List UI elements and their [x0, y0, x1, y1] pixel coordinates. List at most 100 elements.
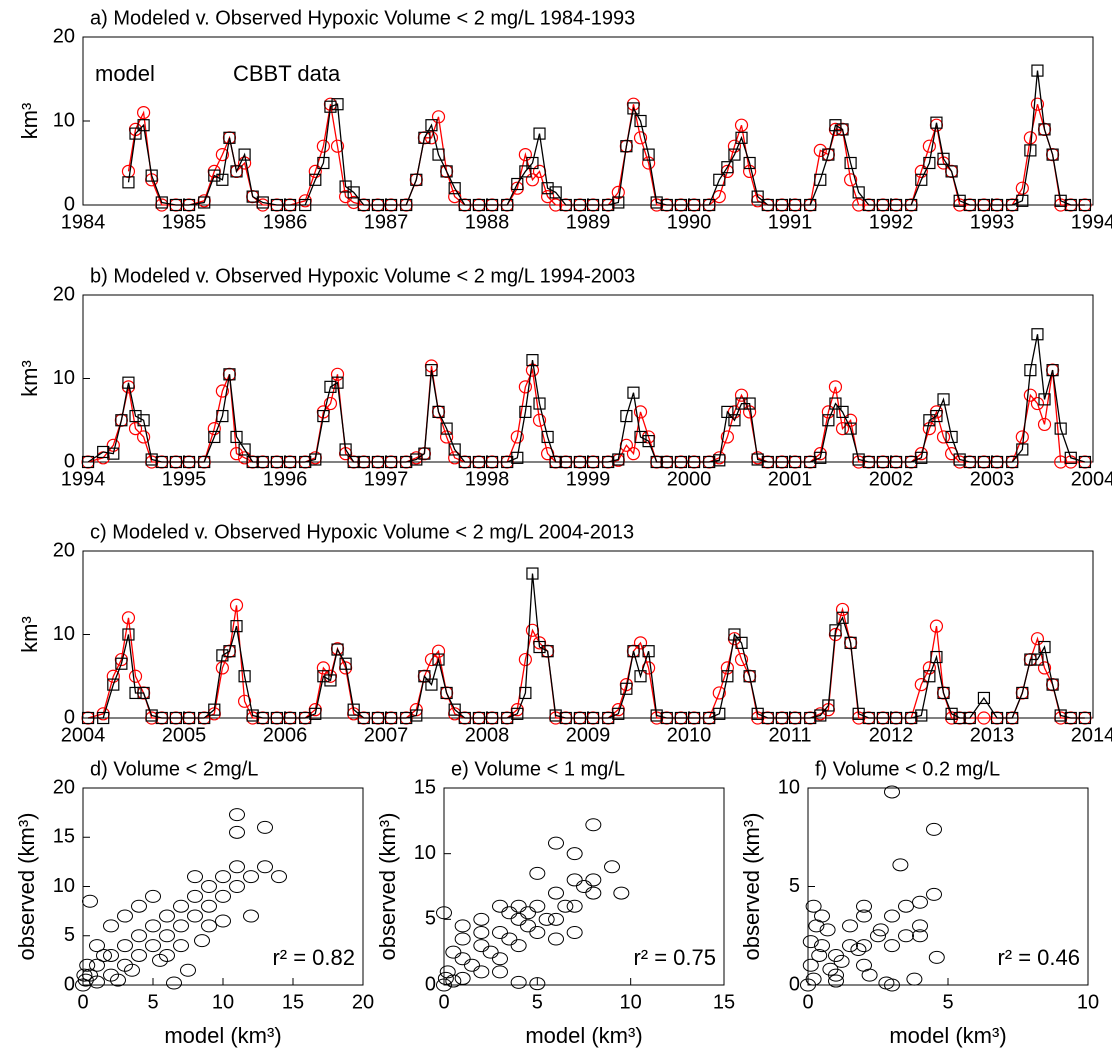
circle-marker	[633, 131, 648, 145]
square-marker	[339, 657, 352, 670]
x-tick-label: 1997	[364, 468, 409, 490]
scatter-point	[173, 899, 189, 913]
square-marker	[713, 173, 726, 186]
square-marker	[573, 455, 587, 469]
circle-marker	[929, 619, 944, 633]
scatter-point	[856, 899, 872, 913]
annotation: r² = 0.75	[633, 945, 716, 970]
circle-marker	[1030, 396, 1045, 411]
square-marker	[238, 670, 251, 683]
square-marker	[549, 455, 562, 469]
plot-frame	[443, 787, 725, 986]
y-tick-label: 0	[64, 706, 75, 728]
square-marker	[182, 198, 196, 212]
square-marker	[256, 196, 269, 209]
x-tick-label: 1985	[162, 211, 207, 233]
scatter-point	[842, 939, 858, 953]
scatter-point	[229, 808, 245, 822]
circle-marker	[1015, 430, 1029, 444]
scatter-point	[912, 895, 928, 909]
scatter-point	[454, 952, 471, 966]
square-marker	[331, 98, 344, 111]
circle-marker	[936, 430, 951, 444]
scatter-point	[548, 836, 564, 850]
square-marker	[533, 127, 546, 140]
scatter-point	[454, 932, 471, 946]
square-marker	[620, 682, 633, 695]
y-tick-label: 0	[64, 193, 75, 215]
annotation: r² = 0.82	[272, 945, 355, 970]
x-axis-label: model (km³)	[889, 1023, 1006, 1048]
scatter-point	[585, 886, 602, 900]
circle-marker	[626, 447, 641, 461]
scatter-point	[529, 899, 546, 913]
square-marker	[573, 711, 587, 725]
square-marker	[990, 455, 1004, 469]
x-tick-label: 5	[942, 991, 953, 1013]
scatter-point	[604, 860, 620, 874]
square-marker	[299, 455, 312, 469]
square-marker	[371, 198, 385, 212]
square-marker	[602, 711, 615, 725]
scatter-point	[229, 825, 245, 839]
scatter-point	[257, 820, 273, 834]
scatter-point	[89, 958, 105, 972]
scatter-point	[926, 887, 942, 901]
scatter-point	[482, 945, 499, 959]
x-tick-label: 1984	[61, 211, 106, 233]
square-marker	[472, 198, 486, 212]
scatter-point	[529, 866, 546, 880]
scatter-point	[850, 943, 867, 957]
scatter-point	[124, 963, 140, 977]
square-marker	[230, 165, 243, 178]
x-tick-label: 1998	[465, 468, 510, 490]
square-marker	[761, 455, 774, 469]
scatter-point	[802, 958, 819, 972]
square-marker	[1038, 393, 1051, 406]
y-tick-label: 20	[53, 776, 75, 798]
circle-marker	[518, 148, 532, 162]
square-marker	[283, 198, 297, 212]
square-marker	[687, 711, 701, 725]
square-marker	[511, 707, 524, 720]
square-marker	[1078, 711, 1092, 725]
square-marker	[208, 703, 221, 716]
square-marker	[915, 173, 928, 186]
square-marker	[687, 455, 701, 469]
scatter-point	[173, 919, 189, 933]
scatter-point	[912, 929, 928, 943]
y-tick-label: 5	[789, 875, 800, 897]
square-marker	[963, 711, 976, 725]
square-marker	[230, 620, 243, 633]
scatter-point	[257, 860, 273, 874]
scatter-point	[96, 948, 112, 962]
square-marker	[122, 628, 135, 641]
scatter-point	[110, 973, 126, 987]
square-marker	[814, 709, 827, 722]
square-marker	[458, 455, 471, 469]
square-marker	[1054, 422, 1067, 435]
circle-marker	[549, 198, 563, 212]
x-tick-label: 20	[352, 991, 374, 1013]
square-marker	[485, 198, 499, 212]
x-tick-label: 10	[620, 991, 642, 1013]
square-marker	[788, 198, 802, 212]
square-marker	[256, 711, 269, 725]
square-marker	[620, 409, 633, 423]
square-marker	[1031, 653, 1044, 666]
square-marker	[674, 455, 688, 469]
scatter-point	[187, 909, 203, 923]
square-marker	[1031, 64, 1044, 77]
square-marker	[844, 636, 857, 649]
scatter-point	[201, 880, 217, 893]
square-marker	[703, 711, 716, 725]
x-tick-label: 0	[438, 991, 449, 1013]
scatter-point	[520, 919, 536, 933]
square-marker	[208, 169, 221, 182]
scatter-point	[811, 948, 828, 962]
circle-marker	[727, 139, 742, 153]
x-axis-label: model (km³)	[164, 1023, 281, 1048]
square-marker	[930, 650, 943, 664]
square-marker	[1054, 709, 1067, 722]
